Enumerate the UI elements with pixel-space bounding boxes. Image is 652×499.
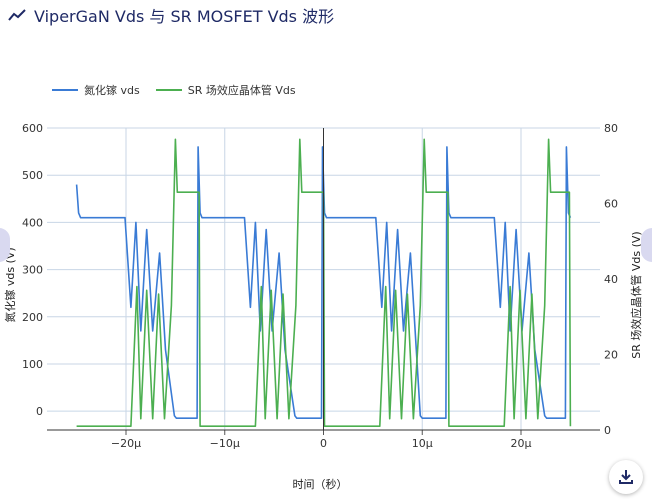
y-right-tick-label: 40 — [604, 273, 618, 286]
y-left-tick-label: 100 — [22, 358, 43, 371]
y-left-tick-label: 600 — [22, 122, 43, 135]
legend-item-sr[interactable]: SR 场效应晶体管 Vds — [155, 82, 296, 98]
legend-label-sr: SR 场效应晶体管 Vds — [187, 84, 296, 97]
legend-item-gan[interactable]: 氮化镓 vds — [52, 82, 140, 98]
left-scroll-handle[interactable] — [0, 228, 10, 262]
y-left-tick-label: 200 — [22, 311, 43, 324]
x-tick-label: 10μ — [412, 437, 433, 450]
series-line-1 — [76, 138, 572, 428]
line-chart-icon — [8, 9, 26, 21]
download-button[interactable] — [609, 460, 643, 494]
right-scroll-handle[interactable] — [641, 228, 652, 262]
y-axis-right-title: SR 场效应晶体管 Vds (V) — [629, 231, 643, 358]
x-tick-label: −20μ — [111, 437, 141, 450]
download-icon — [619, 470, 633, 484]
y-left-tick-label: 500 — [22, 169, 43, 182]
legend-swatch-gan — [52, 89, 78, 91]
y-right-tick-label: 60 — [604, 198, 618, 211]
y-left-tick-label: 0 — [36, 405, 43, 418]
x-axis-title: 时间（秒） — [293, 477, 348, 491]
y-axis-left-title: 氮化镓 vds (V) — [3, 247, 17, 322]
legend-swatch-sr — [155, 89, 182, 91]
series-line-0 — [75, 146, 572, 420]
y-left-tick-label: 400 — [22, 216, 43, 229]
chart-title: ViperGaN Vds 与 SR MOSFET Vds 波形 — [34, 7, 335, 26]
y-left-tick-label: 300 — [22, 264, 43, 277]
legend-label-gan: 氮化镓 vds — [84, 84, 140, 97]
chart-header: ViperGaN Vds 与 SR MOSFET Vds 波形 — [8, 4, 334, 26]
x-tick-label: −10μ — [210, 437, 240, 450]
chart-legend: 氮化镓 vds SR 场效应晶体管 Vds — [52, 82, 312, 98]
y-right-tick-label: 0 — [604, 424, 611, 437]
y-right-tick-label: 20 — [604, 349, 618, 362]
axes-group: 0 100 200 300 400 500 600 0 20 40 60 80 −20μ −10μ 0 10μ… — [22, 122, 618, 450]
y-right-tick-label: 80 — [604, 122, 618, 135]
x-tick-label: 20μ — [511, 437, 532, 450]
series-group — [75, 138, 572, 428]
x-tick-label: 0 — [320, 437, 327, 450]
